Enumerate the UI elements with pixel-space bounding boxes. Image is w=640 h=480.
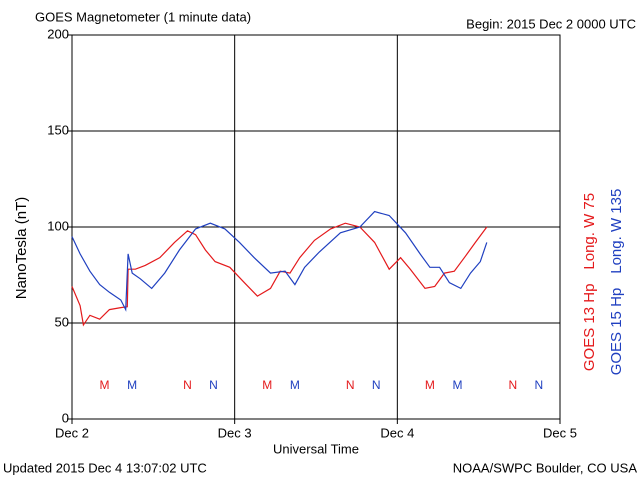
marker-label: N: [508, 378, 517, 392]
x-tick-label: Dec 4: [380, 425, 414, 440]
legend-entry: GOES 13 Hp Long. W 75: [581, 193, 598, 371]
marker-label: M: [100, 378, 110, 392]
legend-entry: GOES 15 Hp Long. W 135: [608, 189, 625, 376]
series-longitude: Long. W 135: [608, 189, 625, 274]
x-tick-label: Dec 3: [218, 425, 252, 440]
y-tick-label: 200: [47, 26, 69, 41]
marker-label: M: [453, 378, 463, 392]
data-line: [71, 210, 488, 312]
marker-label: M: [127, 378, 137, 392]
updated-time: Updated 2015 Dec 4 13:07:02 UTC: [3, 460, 207, 475]
x-tick-label: Dec 2: [55, 425, 89, 440]
y-tick-label: 150: [47, 122, 69, 137]
series-name: GOES 13 Hp: [581, 284, 598, 372]
marker-label: N: [346, 378, 355, 392]
begin-time: Begin: 2015 Dec 2 0000 UTC: [466, 16, 636, 31]
x-tick-label: Dec 5: [543, 425, 577, 440]
marker-label: N: [183, 378, 192, 392]
x-axis-label: Universal Time: [273, 441, 359, 456]
y-tick-label: 50: [55, 314, 69, 329]
marker-label: N: [209, 378, 218, 392]
marker-label: M: [425, 378, 435, 392]
marker-label: M: [262, 378, 272, 392]
marker-label: N: [535, 378, 544, 392]
marker-label: M: [290, 378, 300, 392]
y-tick-label: 0: [62, 410, 69, 425]
source: NOAA/SWPC Boulder, CO USA: [453, 460, 638, 475]
y-tick-label: 100: [47, 218, 69, 233]
data-line: [71, 222, 488, 327]
marker-label: N: [372, 378, 381, 392]
chart-title: GOES Magnetometer (1 minute data): [35, 9, 251, 24]
series-longitude: Long. W 75: [581, 193, 598, 270]
series-name: GOES 15 Hp: [608, 288, 625, 376]
y-axis-label: NanoTesla (nT): [13, 197, 30, 300]
